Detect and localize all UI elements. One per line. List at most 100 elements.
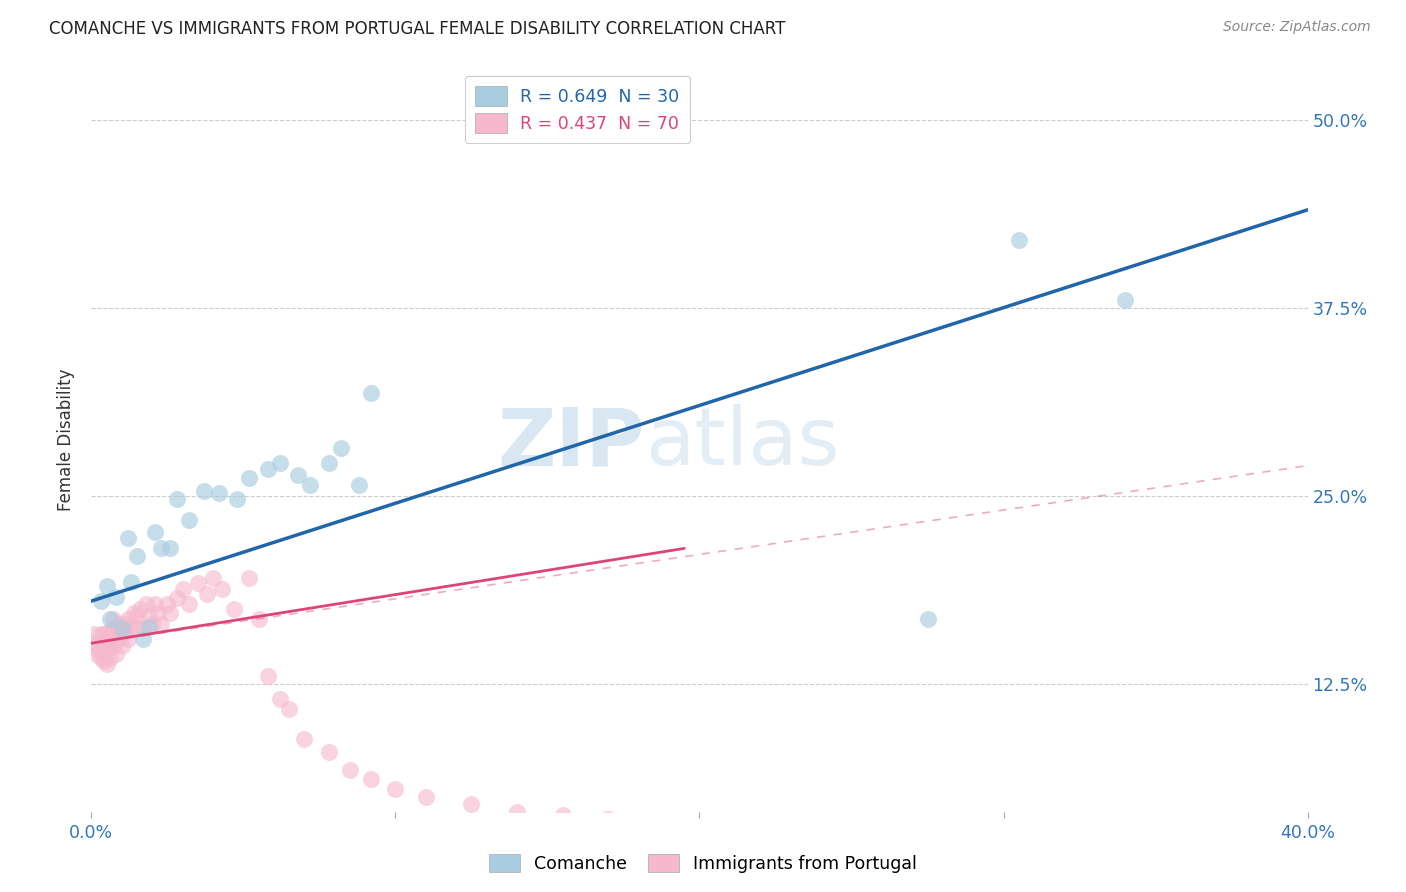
Point — [89, 639, 111, 653]
Point — [159, 606, 181, 620]
Point — [96, 657, 118, 672]
Point — [551, 807, 574, 822]
Point — [415, 789, 437, 804]
Point — [141, 616, 163, 631]
Point — [506, 805, 529, 819]
Point — [1114, 293, 1136, 307]
Point — [86, 647, 108, 661]
Point — [120, 574, 142, 589]
Point — [111, 639, 134, 653]
Point — [917, 612, 939, 626]
Point — [150, 616, 173, 631]
Point — [104, 590, 127, 604]
Point — [287, 467, 309, 482]
Point — [278, 702, 301, 716]
Point — [177, 513, 200, 527]
Point — [89, 594, 111, 608]
Point — [114, 624, 136, 639]
Point — [120, 620, 142, 634]
Point — [384, 782, 406, 797]
Point — [159, 541, 181, 556]
Point — [148, 606, 170, 620]
Point — [89, 627, 111, 641]
Point — [318, 745, 340, 759]
Point — [132, 621, 155, 635]
Point — [156, 597, 179, 611]
Point — [101, 621, 124, 635]
Point — [339, 763, 361, 777]
Point — [143, 597, 166, 611]
Point — [318, 456, 340, 470]
Point — [360, 386, 382, 401]
Point — [107, 632, 129, 646]
Point — [125, 549, 148, 563]
Point — [98, 632, 121, 646]
Point — [143, 524, 166, 539]
Point — [238, 471, 260, 485]
Point — [166, 591, 188, 605]
Point — [460, 797, 482, 812]
Text: Source: ZipAtlas.com: Source: ZipAtlas.com — [1223, 20, 1371, 34]
Point — [211, 582, 233, 596]
Point — [96, 642, 118, 657]
Point — [93, 654, 115, 668]
Point — [193, 484, 215, 499]
Point — [138, 609, 160, 624]
Y-axis label: Female Disability: Female Disability — [58, 368, 76, 510]
Point — [269, 691, 291, 706]
Point — [135, 597, 157, 611]
Point — [224, 601, 246, 615]
Point — [104, 647, 127, 661]
Point — [132, 632, 155, 646]
Point — [299, 478, 322, 492]
Point — [238, 572, 260, 586]
Legend: R = 0.649  N = 30, R = 0.437  N = 70: R = 0.649 N = 30, R = 0.437 N = 70 — [465, 76, 690, 144]
Point — [195, 586, 218, 600]
Point — [598, 812, 620, 826]
Point — [129, 601, 152, 615]
Point — [117, 632, 139, 646]
Point — [779, 842, 801, 856]
Point — [111, 627, 134, 641]
Point — [347, 478, 370, 492]
Point — [247, 612, 270, 626]
Point — [86, 642, 108, 657]
Point — [202, 572, 225, 586]
Point — [269, 456, 291, 470]
Point — [150, 541, 173, 556]
Point — [256, 669, 278, 683]
Point — [107, 616, 129, 631]
Point — [360, 772, 382, 786]
Point — [256, 461, 278, 475]
Point — [187, 576, 209, 591]
Point — [104, 624, 127, 639]
Point — [329, 441, 352, 455]
Point — [166, 491, 188, 506]
Point — [125, 621, 148, 635]
Point — [96, 579, 118, 593]
Point — [101, 612, 124, 626]
Text: COMANCHE VS IMMIGRANTS FROM PORTUGAL FEMALE DISABILITY CORRELATION CHART: COMANCHE VS IMMIGRANTS FROM PORTUGAL FEM… — [49, 20, 786, 37]
Text: atlas: atlas — [645, 404, 839, 482]
Point — [111, 621, 134, 635]
Point — [292, 732, 315, 747]
Point — [98, 651, 121, 665]
Point — [98, 612, 121, 626]
Point — [643, 820, 665, 834]
Point — [117, 612, 139, 626]
Point — [83, 627, 105, 641]
Point — [172, 582, 194, 596]
Point — [734, 835, 756, 849]
Point — [89, 651, 111, 665]
Point — [98, 624, 121, 639]
Point — [177, 597, 200, 611]
Point — [1008, 233, 1031, 247]
Point — [208, 485, 231, 500]
Point — [83, 636, 105, 650]
Point — [117, 531, 139, 545]
Point — [125, 609, 148, 624]
Point — [96, 632, 118, 646]
Text: ZIP: ZIP — [498, 404, 645, 482]
Point — [93, 636, 115, 650]
Point — [122, 606, 145, 620]
